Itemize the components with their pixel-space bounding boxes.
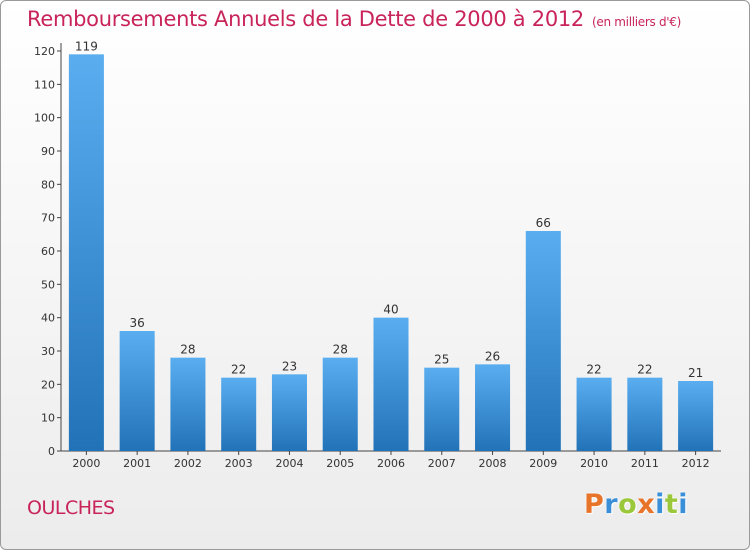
- logo-letter: i: [678, 489, 689, 520]
- y-tick-label: 0: [48, 445, 55, 458]
- chart-unit: (en milliers d'€): [592, 15, 682, 29]
- bar: [170, 357, 206, 451]
- x-tick-label: 2001: [123, 457, 151, 470]
- x-tick-label: 2012: [682, 457, 710, 470]
- y-tick-label: 10: [41, 412, 55, 425]
- y-tick-label: 100: [34, 112, 55, 125]
- y-tick-label: 120: [34, 45, 55, 58]
- x-tick-label: 2009: [529, 457, 557, 470]
- bar: [424, 367, 460, 451]
- y-tick-label: 30: [41, 345, 55, 358]
- x-tick-label: 2000: [72, 457, 100, 470]
- y-tick-label: 40: [41, 312, 55, 325]
- x-tick-label: 2008: [479, 457, 507, 470]
- value-label: 66: [536, 216, 551, 230]
- value-label: 36: [130, 316, 145, 330]
- logo-letter: i: [655, 489, 665, 520]
- y-tick-label: 110: [34, 78, 55, 91]
- x-tick-label: 2010: [580, 457, 608, 470]
- place-name: OULCHES: [27, 497, 115, 519]
- value-label: 23: [282, 359, 297, 373]
- value-label: 21: [688, 366, 703, 380]
- x-tick-label: 2007: [428, 457, 456, 470]
- x-tick-label: 2003: [225, 457, 253, 470]
- value-label: 28: [180, 343, 195, 357]
- value-label: 22: [586, 363, 601, 377]
- value-label: 28: [333, 343, 348, 357]
- bar: [525, 231, 561, 451]
- y-tick-label: 90: [41, 145, 55, 158]
- bar: [627, 377, 663, 451]
- bar: [271, 374, 307, 451]
- logo-letter: P: [584, 489, 605, 520]
- logo-letter: o: [618, 489, 638, 520]
- x-tick-label: 2006: [377, 457, 405, 470]
- logo-letter: r: [604, 489, 619, 520]
- bar: [373, 317, 409, 451]
- bar: [221, 377, 257, 451]
- y-tick-label: 80: [41, 178, 55, 191]
- chart-title-text: Remboursements Annuels de la Dette de 20…: [27, 7, 584, 31]
- x-tick-label: 2004: [275, 457, 303, 470]
- bar: [68, 54, 104, 451]
- value-label: 22: [231, 363, 246, 377]
- x-tick-label: 2011: [631, 457, 659, 470]
- proxiti-logo: Proxiti: [584, 489, 688, 520]
- x-tick-label: 2002: [174, 457, 202, 470]
- logo-letter: x: [637, 489, 656, 520]
- bar: [678, 381, 714, 451]
- value-label: 25: [434, 353, 449, 367]
- x-tick-label: 2005: [326, 457, 354, 470]
- bar: [576, 377, 612, 451]
- value-label: 22: [637, 363, 652, 377]
- value-label: 26: [485, 349, 500, 363]
- logo-letter: t: [664, 489, 679, 520]
- y-tick-label: 70: [41, 212, 55, 225]
- value-label: 119: [75, 39, 98, 53]
- chart-title: Remboursements Annuels de la Dette de 20…: [27, 7, 681, 31]
- bar: [475, 364, 511, 451]
- bar: [322, 357, 358, 451]
- y-tick-label: 50: [41, 278, 55, 291]
- y-tick-label: 60: [41, 245, 55, 258]
- y-tick-label: 20: [41, 378, 55, 391]
- value-label: 40: [383, 303, 398, 317]
- bar: [119, 331, 155, 451]
